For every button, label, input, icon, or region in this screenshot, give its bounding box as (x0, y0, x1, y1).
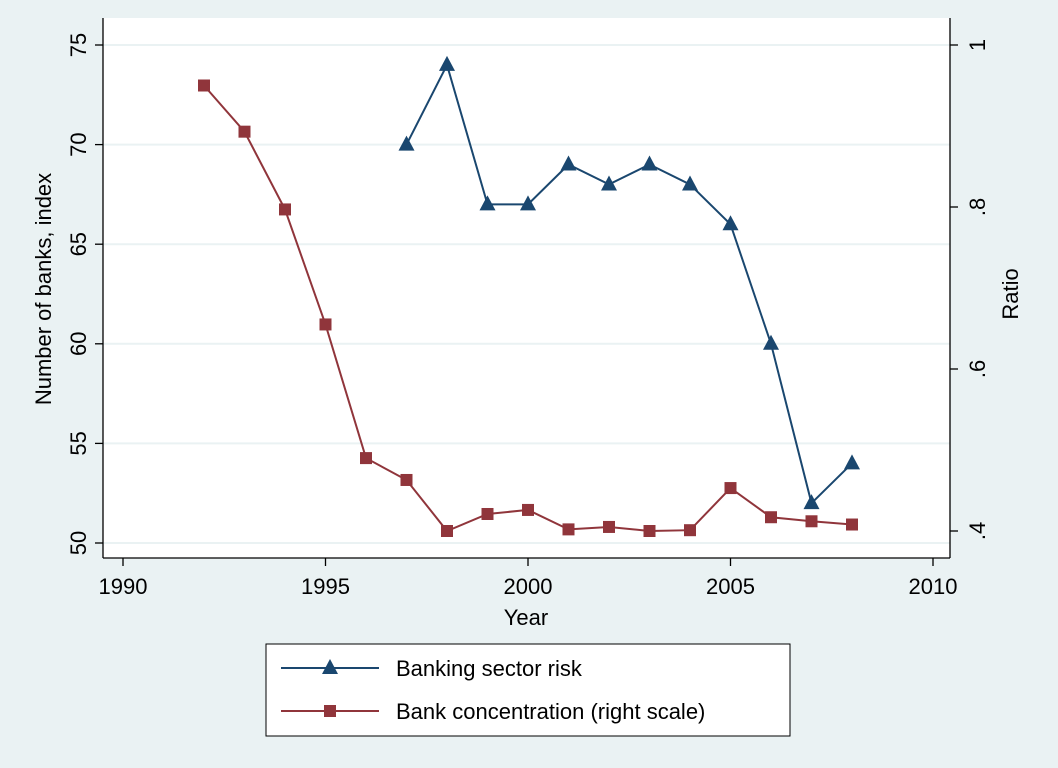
series-1-point (279, 203, 291, 216)
gridlines (103, 44, 950, 544)
series-0-point (601, 175, 617, 191)
x-tick-label: 2010 (909, 574, 958, 599)
y-left-tick-label: 70 (66, 132, 91, 156)
series-0-point (844, 454, 860, 470)
axes: 50 55 60 65 70 75 .4 .6 .8 1 1990 1995 2000 2005 2010 (66, 18, 990, 599)
series-1-point (319, 318, 332, 331)
plot-area (103, 18, 950, 558)
series-0-point (682, 175, 698, 191)
series-1-point (805, 515, 818, 528)
series (198, 55, 860, 537)
series-1-point (198, 79, 210, 92)
legend-square-marker (324, 705, 336, 717)
legend-label-concentration: Bank concentration (right scale) (396, 699, 705, 724)
series-0-point (479, 195, 496, 211)
series-1-point (238, 125, 251, 138)
series-1-point (724, 482, 737, 495)
series-0-point (763, 334, 779, 350)
series-line-0 (405, 62, 853, 506)
series-1-point (684, 524, 696, 537)
series-1-point (846, 518, 858, 531)
series-1-point (441, 525, 453, 537)
x-tick-label: 2000 (504, 574, 553, 599)
series-0-point (803, 494, 820, 510)
legend-triangle-marker (322, 659, 338, 674)
y-right-tick-label: .4 (965, 522, 990, 540)
series-0-point (722, 215, 739, 231)
series-0-point (560, 155, 577, 171)
series-0-point (520, 195, 536, 211)
y-axis-left-title: Number of banks, index (31, 173, 56, 405)
series-1-point (360, 452, 372, 465)
y-left-tick-label: 50 (66, 531, 91, 555)
series-0-point (641, 155, 658, 171)
series-1-point (562, 523, 575, 536)
x-tick-label: 2005 (706, 574, 755, 599)
series-1-point (603, 520, 615, 533)
legend-label-banking-risk: Banking sector risk (396, 656, 583, 681)
series-1-point (481, 507, 494, 520)
x-axis-title: Year (504, 605, 548, 630)
series-0-point (439, 55, 455, 71)
y-left-tick-label: 75 (66, 33, 91, 57)
y-left-tick-label: 55 (66, 431, 91, 455)
x-tick-label: 1995 (301, 574, 350, 599)
y-right-tick-label: .6 (965, 360, 990, 378)
x-tick-label: 1990 (99, 574, 148, 599)
y-right-tick-label: .8 (965, 198, 990, 216)
y-right-tick-label: 1 (965, 39, 990, 51)
series-1-point (765, 511, 777, 524)
series-0-point (398, 135, 415, 151)
legend-box (265, 643, 791, 737)
y-axis-right-title: Ratio (998, 268, 1023, 319)
series-1-point (522, 503, 534, 516)
y-left-tick-label: 60 (66, 332, 91, 356)
series-1-point (643, 525, 656, 537)
series-1-point (400, 473, 413, 486)
y-left-tick-label: 65 (66, 232, 91, 256)
legend: Banking sector risk Bank concentration (… (265, 643, 791, 737)
